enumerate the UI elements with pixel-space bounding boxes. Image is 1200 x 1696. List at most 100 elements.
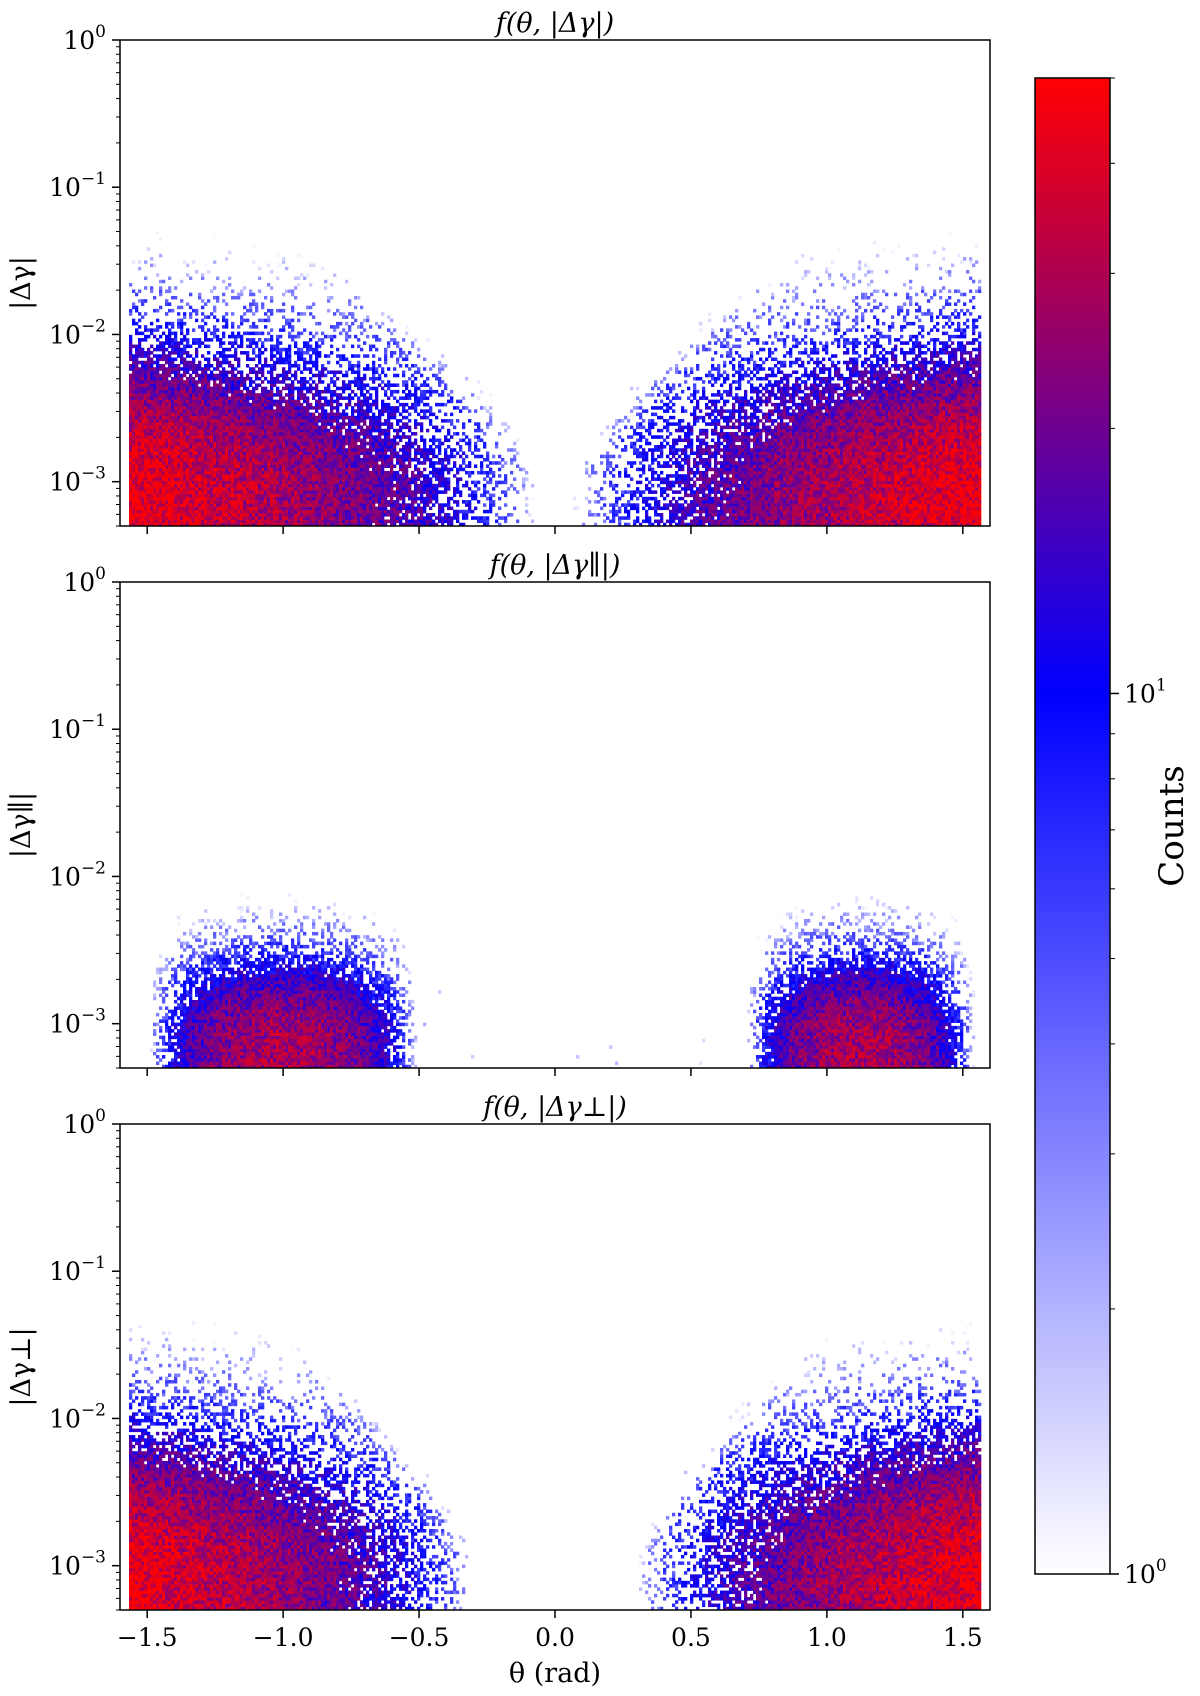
heatmap-cell	[342, 477, 345, 481]
heatmap-cell	[156, 510, 159, 514]
heatmap-cell	[153, 458, 156, 462]
heatmap-cell	[159, 477, 162, 481]
heatmap-cell	[255, 396, 258, 400]
heatmap-cell	[267, 464, 270, 468]
heatmap-cell	[225, 413, 228, 417]
heatmap-cell	[231, 364, 234, 368]
heatmap-cell	[309, 455, 312, 459]
heatmap-cell	[216, 464, 219, 468]
heatmap-cell	[342, 520, 345, 524]
heatmap-cell	[147, 500, 150, 504]
heatmap-cell	[180, 507, 183, 511]
heatmap-cell	[288, 409, 291, 413]
heatmap-cell	[315, 507, 318, 511]
heatmap-cell	[171, 445, 174, 449]
heatmap-cell	[162, 364, 165, 368]
heatmap-cell	[138, 497, 141, 501]
heatmap-cell	[171, 332, 174, 336]
heatmap-cell	[177, 455, 180, 459]
heatmap-cell	[348, 497, 351, 501]
heatmap-cell	[132, 516, 135, 520]
heatmap-cell	[159, 409, 162, 413]
heatmap-cell	[129, 406, 132, 410]
heatmap-cell	[243, 319, 246, 323]
heatmap-cell	[273, 471, 276, 475]
heatmap-cell	[177, 377, 180, 381]
heatmap-cell	[186, 396, 189, 400]
heatmap-cell	[258, 332, 261, 336]
heatmap-cell	[252, 260, 255, 264]
heatmap-cell	[249, 497, 252, 501]
heatmap-cell	[270, 474, 273, 478]
heatmap-cell	[177, 319, 180, 323]
heatmap-cell	[180, 468, 183, 472]
heatmap-cell	[192, 383, 195, 387]
heatmap-cell	[171, 500, 174, 504]
heatmap-cell	[336, 471, 339, 475]
heatmap-cell	[135, 477, 138, 481]
heatmap-cell	[156, 364, 159, 368]
heatmap-cell	[249, 500, 252, 504]
heatmap-cell	[165, 400, 168, 404]
heatmap-cell	[255, 510, 258, 514]
heatmap-cell	[198, 507, 201, 511]
heatmap-cell	[222, 468, 225, 472]
heatmap-cell	[330, 451, 333, 455]
heatmap-cell	[228, 396, 231, 400]
heatmap-cell	[318, 322, 321, 326]
heatmap-cell	[225, 416, 228, 420]
heatmap-cell	[174, 413, 177, 417]
heatmap-cell	[168, 390, 171, 394]
heatmap-cell	[222, 510, 225, 514]
heatmap-cell	[318, 468, 321, 472]
heatmap-cell	[195, 403, 198, 407]
heatmap-cell	[294, 500, 297, 504]
heatmap-cell	[282, 257, 285, 261]
heatmap-cell	[303, 380, 306, 384]
heatmap-cell	[192, 416, 195, 420]
heatmap-cell	[150, 351, 153, 355]
heatmap-cell	[210, 494, 213, 498]
heatmap-cell	[171, 338, 174, 342]
heatmap-cell	[153, 264, 156, 268]
heatmap-cell	[279, 490, 282, 494]
heatmap-cell	[351, 516, 354, 520]
heatmap-cell	[180, 500, 183, 504]
heatmap-cell	[273, 513, 276, 517]
heatmap-cell	[264, 409, 267, 413]
heatmap-cell	[294, 422, 297, 426]
heatmap-cell	[303, 387, 306, 391]
heatmap-cell	[162, 432, 165, 436]
heatmap-cell	[216, 500, 219, 504]
heatmap-cell	[291, 364, 294, 368]
heatmap-cell	[156, 520, 159, 524]
heatmap-cell	[156, 370, 159, 374]
heatmap-cell	[306, 481, 309, 485]
heatmap-cell	[351, 477, 354, 481]
heatmap-cell	[315, 387, 318, 391]
heatmap-cell	[162, 422, 165, 426]
heatmap-cell	[309, 390, 312, 394]
heatmap-cell	[342, 461, 345, 465]
heatmap-cell	[240, 351, 243, 355]
heatmap-cell	[174, 403, 177, 407]
heatmap-cell	[189, 406, 192, 410]
heatmap-cell	[132, 367, 135, 371]
heatmap-cell	[156, 490, 159, 494]
heatmap-cell	[186, 403, 189, 407]
heatmap-cell	[276, 309, 279, 313]
heatmap-cell	[252, 445, 255, 449]
heatmap-cell	[270, 345, 273, 349]
heatmap-cell	[219, 445, 222, 449]
heatmap-cell	[300, 484, 303, 488]
heatmap-cell	[270, 393, 273, 397]
heatmap-cell	[336, 406, 339, 410]
heatmap-cell	[312, 380, 315, 384]
heatmap-cell	[150, 364, 153, 368]
heatmap-cell	[276, 435, 279, 439]
heatmap-cell	[267, 448, 270, 452]
heatmap-cell	[327, 494, 330, 498]
heatmap-cell	[312, 494, 315, 498]
heatmap-cell	[165, 507, 168, 511]
heatmap-cell	[186, 422, 189, 426]
